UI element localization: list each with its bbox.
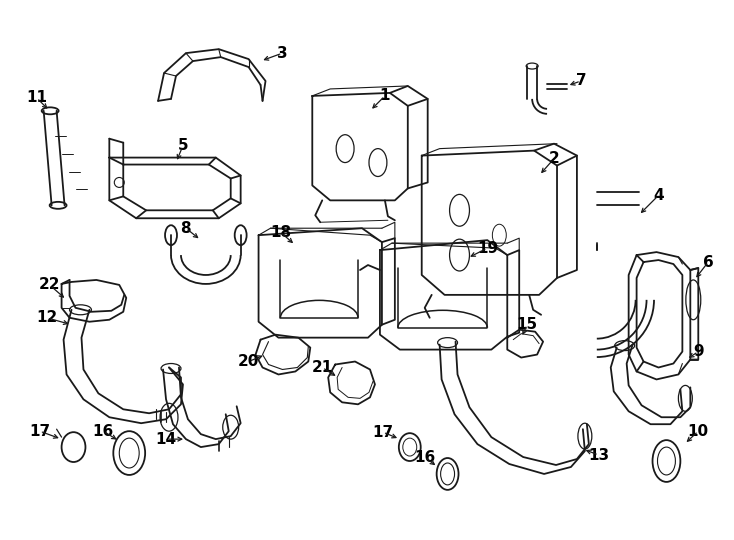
Text: 8: 8	[181, 221, 192, 236]
Text: 17: 17	[29, 424, 50, 438]
Text: 21: 21	[312, 360, 333, 375]
Text: 6: 6	[703, 254, 713, 269]
Text: 18: 18	[270, 225, 291, 240]
Text: 9: 9	[693, 344, 704, 359]
Text: 16: 16	[414, 449, 435, 464]
Text: 4: 4	[653, 188, 664, 203]
Text: 5: 5	[178, 138, 188, 153]
Text: 10: 10	[688, 424, 709, 438]
Text: 20: 20	[238, 354, 259, 369]
Text: 22: 22	[39, 278, 60, 293]
Text: 3: 3	[277, 45, 288, 60]
Text: 11: 11	[26, 90, 47, 105]
Text: 19: 19	[477, 241, 498, 255]
Text: 16: 16	[92, 424, 114, 438]
Text: 2: 2	[548, 151, 559, 166]
Text: 17: 17	[372, 424, 393, 440]
Text: 15: 15	[517, 317, 538, 332]
Text: 1: 1	[379, 89, 390, 103]
Text: 13: 13	[588, 448, 609, 463]
Text: 7: 7	[575, 73, 586, 89]
Text: 12: 12	[36, 310, 57, 325]
Text: 14: 14	[156, 431, 177, 447]
